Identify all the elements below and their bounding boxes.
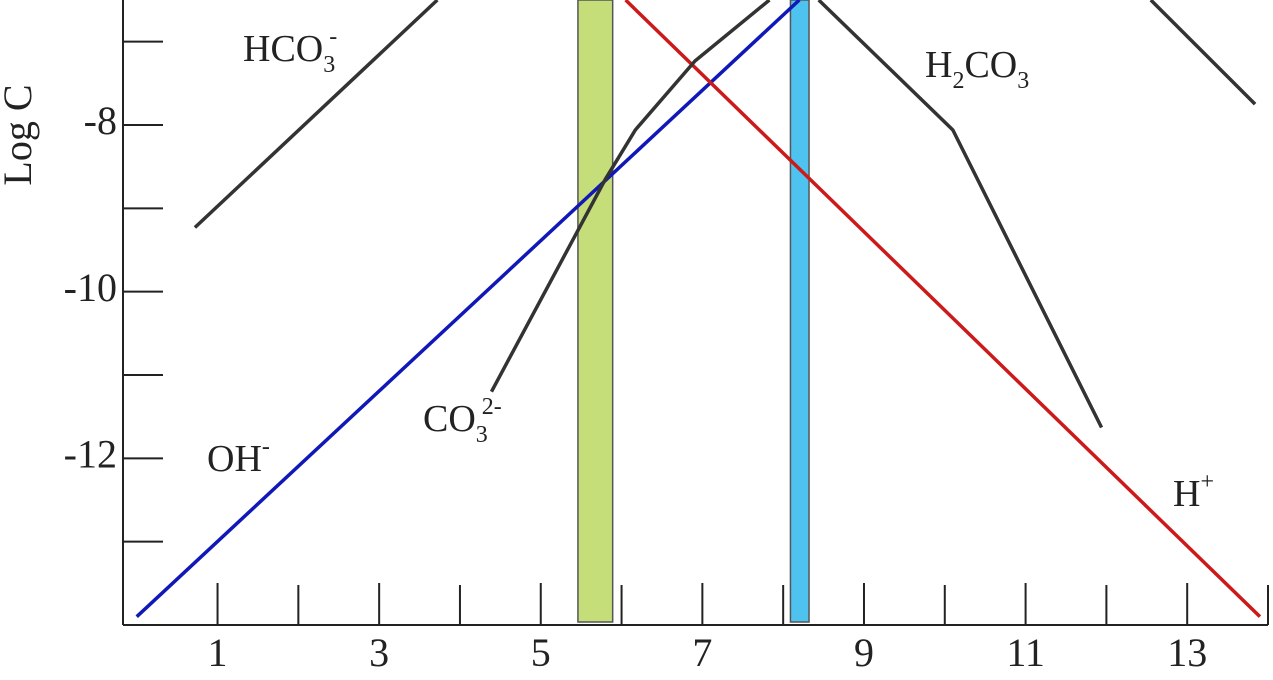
y-tick-label: -12 (64, 432, 117, 477)
series-line (817, 0, 1104, 429)
series-label: H+ (1173, 469, 1214, 515)
x-tick-label: 11 (1006, 630, 1045, 675)
x-tick-label: 7 (692, 630, 712, 675)
x-tick-label: 3 (369, 630, 389, 675)
label-part: 3 (476, 422, 488, 448)
label-part: 2 (952, 68, 964, 94)
series-line (489, 0, 771, 393)
band (789, 0, 810, 623)
series-line (624, 0, 1262, 618)
series-line (1149, 0, 1257, 106)
label-part: CO (964, 44, 1017, 86)
y-axis-label: Log C (0, 84, 40, 185)
y-tick-label: -10 (64, 265, 117, 310)
x-tick-label: 1 (208, 630, 228, 675)
series-label: HCO3- (243, 24, 337, 78)
x-tick-label: 13 (1167, 630, 1207, 675)
series-label: OH- (207, 434, 270, 480)
label-part: 3 (323, 52, 335, 78)
label-part: H (1173, 473, 1200, 515)
x-tick-label: 9 (854, 630, 874, 675)
label-part: - (262, 434, 270, 460)
series-line (193, 0, 439, 229)
series-line (135, 0, 801, 618)
label-part: - (329, 24, 337, 50)
band (577, 0, 614, 623)
series-label: CO32- (423, 394, 502, 448)
label-part: + (1200, 469, 1214, 495)
label-part: OH (207, 438, 262, 480)
y-tick-label: -8 (84, 98, 117, 143)
label-part: HCO (243, 28, 323, 70)
label-part: 2- (482, 394, 502, 420)
label-part: CO (423, 398, 476, 440)
label-part: 3 (1017, 68, 1029, 94)
x-tick-label: 5 (531, 630, 551, 675)
series-label: H2CO3 (925, 44, 1029, 94)
label-part: H (925, 44, 952, 86)
